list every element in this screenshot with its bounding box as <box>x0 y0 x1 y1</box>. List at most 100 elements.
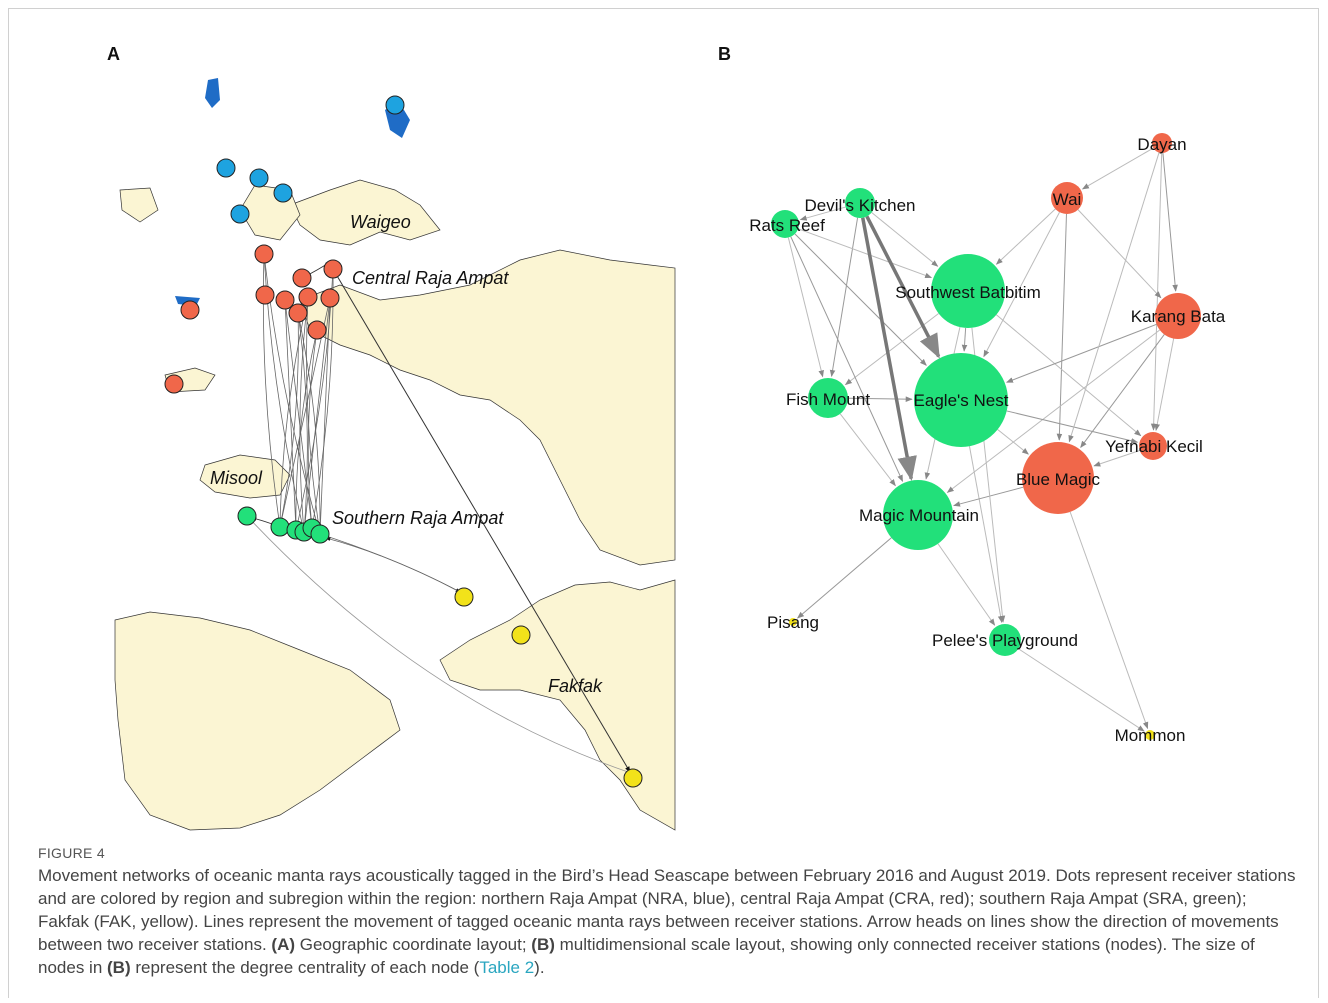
movement-line <box>278 312 299 528</box>
node <box>1152 133 1172 153</box>
station <box>288 303 308 323</box>
edge <box>946 329 1161 493</box>
node <box>931 254 1005 328</box>
station <box>298 287 318 307</box>
node-label: Dayan <box>1137 135 1186 154</box>
node-label: Devil's Kitchen <box>805 196 916 215</box>
edge <box>865 215 941 359</box>
node <box>1051 182 1083 214</box>
station <box>249 168 269 188</box>
movement-line <box>284 299 298 531</box>
node-label: Wai <box>1053 190 1082 209</box>
caption-text: ). <box>534 958 545 977</box>
station <box>307 320 327 340</box>
land <box>299 249 676 566</box>
node-label: Southwest Batbitim <box>895 283 1041 302</box>
panel-label: A <box>107 44 120 64</box>
edge <box>1077 209 1162 299</box>
node <box>789 618 797 626</box>
movement-line <box>297 312 308 533</box>
caption-label: FIGURE 4 <box>38 845 105 861</box>
movement-line <box>319 533 461 593</box>
edge <box>983 211 1061 358</box>
figure: Waigeo Central Raja Ampat Misool Southern R… <box>107 44 1226 831</box>
station <box>323 259 343 279</box>
station <box>454 587 474 607</box>
edge <box>961 327 968 352</box>
station <box>292 268 312 288</box>
station <box>216 158 236 178</box>
caption: Movement networks of oceanic manta rays … <box>38 864 1300 979</box>
network-edges <box>787 147 1178 732</box>
station <box>623 768 643 788</box>
edge <box>996 314 1142 437</box>
edge <box>797 537 892 619</box>
caption-text: Movement networks of oceanic manta rays … <box>38 866 1296 954</box>
edge <box>1154 338 1175 431</box>
caption-text: Geographic coordinate layout; <box>295 935 532 954</box>
caption-text: multidimensional scale layout, showing o… <box>38 935 1255 977</box>
edge <box>1162 152 1178 292</box>
edge <box>847 396 913 402</box>
movement-line <box>306 296 322 535</box>
movement-line <box>246 515 629 773</box>
station <box>275 290 295 310</box>
map-label: Fakfak <box>548 676 603 696</box>
node <box>845 188 875 218</box>
land <box>439 579 676 831</box>
edge <box>1018 648 1145 732</box>
movement-line <box>302 297 331 533</box>
movement-line <box>278 296 309 528</box>
movement-line <box>325 537 461 593</box>
edge <box>997 429 1029 455</box>
table-link[interactable]: Table 2 <box>479 958 535 977</box>
node-label: Mommon <box>1115 726 1186 745</box>
edge <box>829 217 859 377</box>
station <box>273 183 293 203</box>
edge <box>794 233 927 366</box>
edge <box>799 206 846 221</box>
node-label: Blue Magic <box>1016 470 1101 489</box>
edge <box>953 486 1024 507</box>
station <box>164 374 184 394</box>
node <box>1139 432 1167 460</box>
station <box>511 625 531 645</box>
edge <box>968 446 1004 623</box>
edge <box>871 212 939 267</box>
edge <box>839 413 896 487</box>
caption-bold: (A) <box>271 935 296 954</box>
figure-frame <box>8 8 1319 998</box>
node-label: Pisang <box>767 613 819 632</box>
edge <box>937 543 996 626</box>
node-label: Pelee's Playground <box>932 631 1078 650</box>
station <box>237 506 257 526</box>
edge <box>995 208 1056 265</box>
node <box>914 353 1008 447</box>
edge <box>1056 213 1067 441</box>
edge <box>861 217 917 482</box>
node <box>989 624 1021 656</box>
movement-line <box>294 329 318 531</box>
node <box>808 378 848 418</box>
node <box>771 210 799 238</box>
station <box>310 524 330 544</box>
edge <box>1080 334 1165 449</box>
caption-bold: (B) <box>107 958 131 977</box>
caption-text: represent the degree centrality of each … <box>130 958 480 977</box>
movement-line <box>284 299 314 529</box>
node-label: Rats Reef <box>749 216 825 235</box>
node-label: Karang Bata <box>1131 307 1226 326</box>
movement-line <box>297 312 322 535</box>
land <box>199 454 291 499</box>
map-label: Misool <box>210 468 263 488</box>
node-label: Eagle's Nest <box>914 391 1009 410</box>
station <box>180 300 200 320</box>
node <box>1155 293 1201 339</box>
land <box>119 187 159 223</box>
node <box>883 480 953 550</box>
edge <box>1006 323 1157 383</box>
station <box>255 285 275 305</box>
map-label: Southern Raja Ampat <box>332 508 504 528</box>
panel-label: B <box>718 44 731 64</box>
